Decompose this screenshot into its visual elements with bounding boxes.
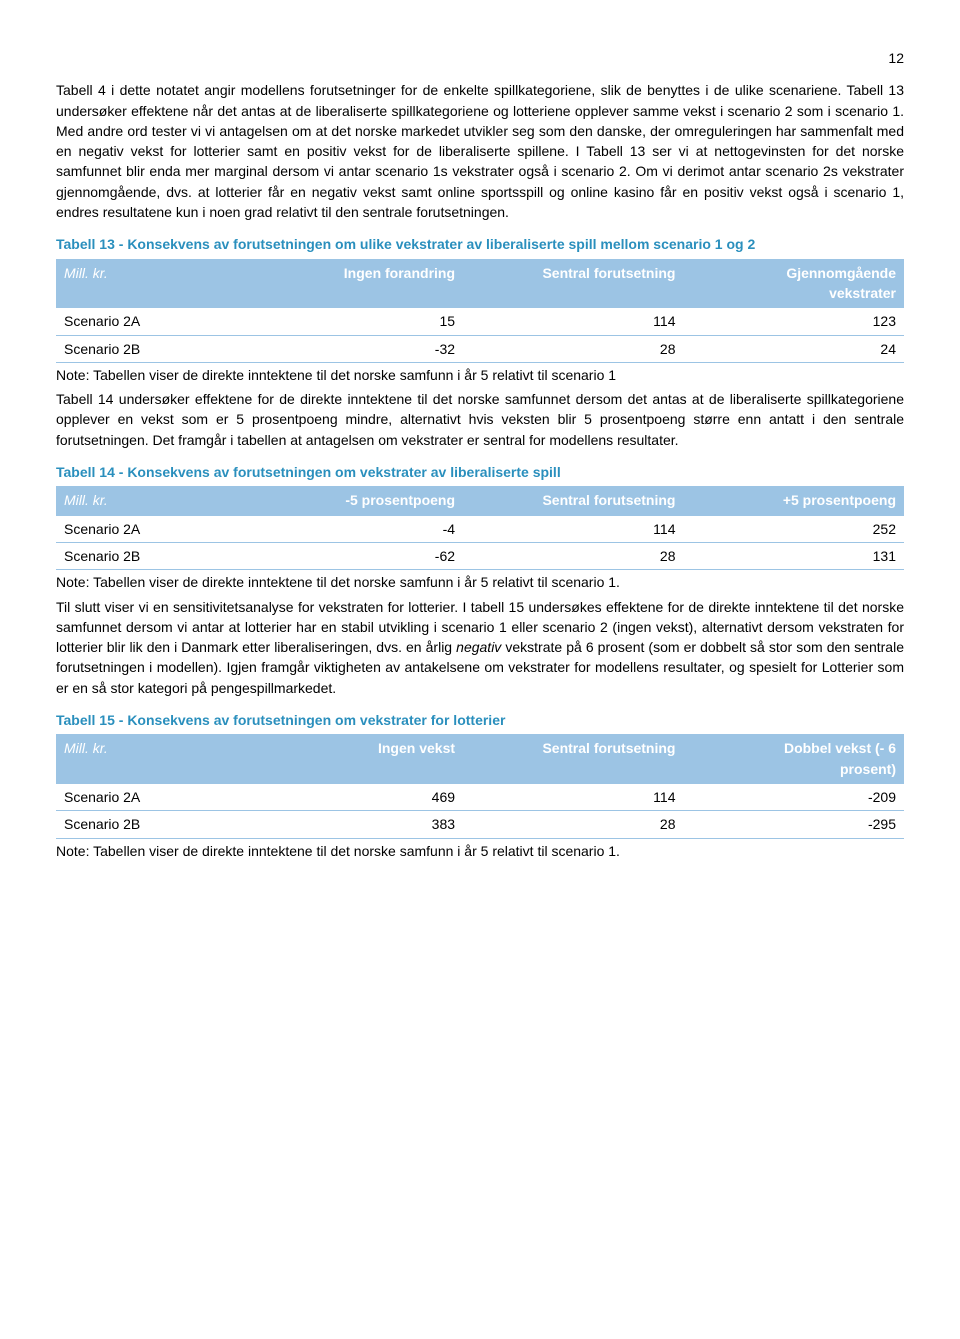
table15-r1-c2: 114	[463, 783, 683, 810]
paragraph-2: Tabell 14 undersøker effektene for de di…	[56, 389, 904, 450]
table15-r2-c2: 28	[463, 811, 683, 838]
table-row: Scenario 2A 15 114 123	[56, 308, 904, 335]
table14-r1-c1: -4	[243, 515, 463, 542]
table13-r2-label: Scenario 2B	[56, 335, 243, 362]
table13-head-label: Mill. kr.	[56, 259, 243, 308]
table-row: Scenario 2A -4 114 252	[56, 515, 904, 542]
table14-col1: -5 prosentpoeng	[243, 486, 463, 515]
table13-caption: Tabell 13 - Konsekvens av forutsetningen…	[56, 234, 904, 254]
table14-head-label: Mill. kr.	[56, 486, 243, 515]
table13-col3-line2: vekstrater	[829, 285, 896, 301]
table13-col1: Ingen forandring	[243, 259, 463, 308]
table14: Mill. kr. -5 prosentpoeng Sentral foruts…	[56, 486, 904, 570]
table-row: Scenario 2B -32 28 24	[56, 335, 904, 362]
table13-r1-c1: 15	[243, 308, 463, 335]
table13-note: Note: Tabellen viser de direkte inntekte…	[56, 365, 904, 385]
table13-r2-c2: 28	[463, 335, 683, 362]
table15-col1: Ingen vekst	[243, 734, 463, 783]
page-number: 12	[56, 48, 904, 68]
table-row: Scenario 2B -62 28 131	[56, 542, 904, 569]
table15-r2-label: Scenario 2B	[56, 811, 243, 838]
table13-r1-label: Scenario 2A	[56, 308, 243, 335]
table15-col3: Dobbel vekst (- 6 prosent)	[683, 734, 904, 783]
table14-note: Note: Tabellen viser de direkte inntekte…	[56, 572, 904, 592]
table15-r2-c3: -295	[683, 811, 904, 838]
table14-col2: Sentral forutsetning	[463, 486, 683, 515]
table-row: Scenario 2B 383 28 -295	[56, 811, 904, 838]
table13-col3-line1: Gjennomgående	[786, 265, 896, 281]
table14-col3: +5 prosentpoeng	[683, 486, 904, 515]
table14-r2-label: Scenario 2B	[56, 542, 243, 569]
table13-r1-c2: 114	[463, 308, 683, 335]
table13-r2-c3: 24	[683, 335, 904, 362]
table14-r2-c2: 28	[463, 542, 683, 569]
para3-italic: negativ	[456, 639, 501, 655]
table15-r1-c3: -209	[683, 783, 904, 810]
table14-r1-c2: 114	[463, 515, 683, 542]
table14-r2-c3: 131	[683, 542, 904, 569]
table13-col2: Sentral forutsetning	[463, 259, 683, 308]
table14-r1-c3: 252	[683, 515, 904, 542]
table15-r1-c1: 469	[243, 783, 463, 810]
table13-r1-c3: 123	[683, 308, 904, 335]
table13: Mill. kr. Ingen forandring Sentral forut…	[56, 259, 904, 363]
table15-r1-label: Scenario 2A	[56, 783, 243, 810]
table15-col2: Sentral forutsetning	[463, 734, 683, 783]
table15-col3-line2: prosent)	[840, 761, 896, 777]
table14-r2-c1: -62	[243, 542, 463, 569]
table14-caption: Tabell 14 - Konsekvens av forutsetningen…	[56, 462, 904, 482]
table15-caption: Tabell 15 - Konsekvens av forutsetningen…	[56, 710, 904, 730]
table15: Mill. kr. Ingen vekst Sentral forutsetni…	[56, 734, 904, 838]
table13-r2-c1: -32	[243, 335, 463, 362]
table14-r1-label: Scenario 2A	[56, 515, 243, 542]
paragraph-3: Til slutt viser vi en sensitivitetsanaly…	[56, 597, 904, 698]
paragraph-1: Tabell 4 i dette notatet angir modellens…	[56, 80, 904, 222]
table13-col3: Gjennomgående vekstrater	[683, 259, 904, 308]
table-row: Scenario 2A 469 114 -209	[56, 783, 904, 810]
table15-head-label: Mill. kr.	[56, 734, 243, 783]
table15-col3-line1: Dobbel vekst (- 6	[784, 740, 896, 756]
table15-r2-c1: 383	[243, 811, 463, 838]
table15-note: Note: Tabellen viser de direkte inntekte…	[56, 841, 904, 861]
